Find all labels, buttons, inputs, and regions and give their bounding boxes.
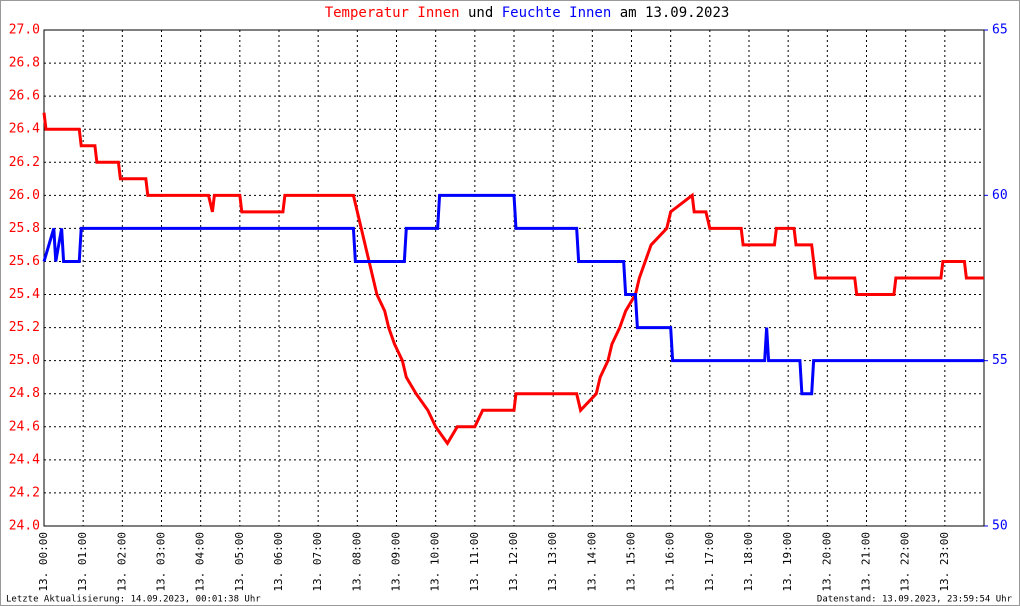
y-tick-label: 25.4 [9, 287, 40, 302]
y-tick-label: 24.2 [9, 485, 40, 500]
x-tick-label: 13. 01:00 [76, 532, 89, 592]
y-tick-label: 25.6 [9, 254, 40, 269]
title-series-1: Temperatur Innen [325, 5, 460, 21]
x-tick-label: 13. 10:00 [429, 532, 442, 592]
title-joiner: und [468, 5, 493, 21]
line-series [42, 193, 984, 396]
y-tick-label: 26.8 [9, 56, 40, 71]
x-tick-label: 13. 09:00 [390, 532, 403, 592]
footer-left: Letzte Aktualisierung: 14.09.2023, 00:01… [6, 595, 261, 605]
y2-tick-label: 55 [992, 353, 1008, 368]
y-tick-label: 24.6 [9, 419, 40, 434]
x-tick-label: 13. 12:00 [507, 532, 520, 592]
y-tick-label: 24.8 [9, 386, 40, 401]
x-tick-label: 13. 04:00 [194, 532, 207, 592]
y-tick-label: 26.2 [9, 155, 40, 170]
x-tick-label: 13. 02:00 [115, 532, 128, 592]
footer-right: Datenstand: 13.09.2023, 23:59:54 Uhr [817, 595, 1013, 605]
x-tick-label: 13. 07:00 [311, 532, 324, 592]
y-tick-label: 26.4 [9, 122, 40, 137]
x-tick-label: 13. 22:00 [899, 532, 912, 592]
x-tick-label: 13. 18:00 [742, 532, 755, 592]
y-tick-label: 24.0 [9, 519, 40, 534]
x-tick-label: 13. 20:00 [820, 532, 833, 592]
y2-tick-label: 60 [992, 188, 1008, 203]
y-tick-label: 25.8 [9, 221, 40, 236]
y-tick-label: 26.0 [9, 188, 40, 203]
y-tick-label: 25.0 [9, 353, 40, 368]
title-series-2: Feuchte Innen [502, 5, 612, 21]
x-tick-label: 13. 21:00 [860, 532, 873, 592]
y-tick-label: 25.2 [9, 320, 40, 335]
x-tick-label: 13. 13:00 [546, 532, 559, 592]
x-tick-label: 13. 14:00 [585, 532, 598, 592]
x-tick-label: 13. 05:00 [233, 532, 246, 592]
y2-tick-label: 65 [992, 23, 1008, 38]
x-tick-label: 13. 23:00 [938, 532, 951, 592]
y2-tick-label: 50 [992, 519, 1008, 534]
x-tick-label: 13. 15:00 [625, 532, 638, 592]
title-suffix: am 13.09.2023 [620, 5, 730, 21]
x-tick-label: 13. 19:00 [781, 532, 794, 592]
x-tick-label: 13. 16:00 [664, 532, 677, 592]
x-tick-label: 13. 06:00 [272, 532, 285, 592]
x-tick-label: 13. 11:00 [468, 532, 481, 592]
line-series [42, 112, 984, 447]
y-tick-label: 26.6 [9, 89, 40, 104]
x-tick-label: 13. 08:00 [350, 532, 363, 592]
y-tick-label: 24.4 [9, 452, 40, 467]
chart-title: Temperatur Innen und Feuchte Innen am 13… [325, 5, 730, 21]
x-tick-label: 13. 03:00 [155, 532, 168, 592]
x-tick-label: 13. 00:00 [37, 532, 50, 592]
x-tick-label: 13. 17:00 [703, 532, 716, 592]
y-tick-label: 27.0 [9, 23, 40, 38]
